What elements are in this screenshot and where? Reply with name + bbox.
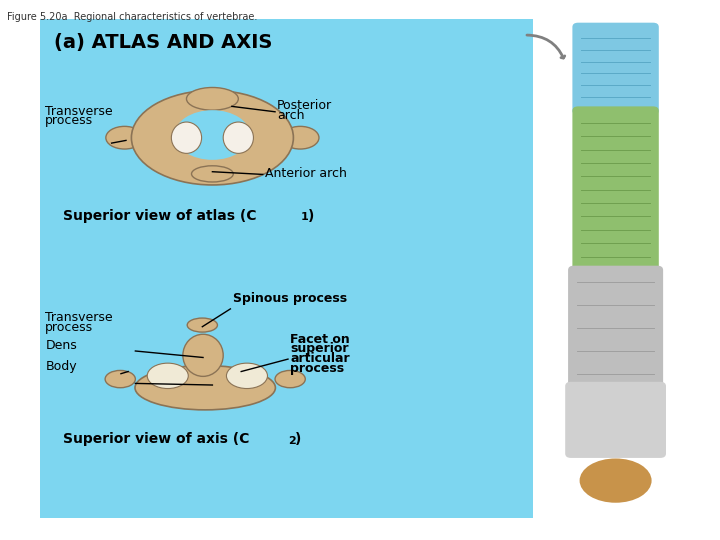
Text: 1: 1 [301, 212, 309, 222]
Ellipse shape [183, 334, 223, 376]
FancyBboxPatch shape [572, 106, 659, 274]
Text: Superior view of atlas (C: Superior view of atlas (C [63, 209, 257, 223]
Ellipse shape [226, 363, 268, 389]
Text: arch: arch [277, 109, 305, 122]
Ellipse shape [192, 166, 233, 182]
Ellipse shape [186, 87, 238, 110]
Text: Body: Body [45, 360, 77, 373]
Text: Dens: Dens [45, 339, 77, 352]
Text: ): ) [295, 432, 302, 446]
Ellipse shape [187, 318, 217, 332]
Text: superior: superior [290, 342, 348, 355]
Ellipse shape [135, 366, 275, 410]
Ellipse shape [106, 126, 143, 149]
Text: Facet on: Facet on [290, 333, 350, 346]
Ellipse shape [275, 370, 305, 388]
FancyBboxPatch shape [572, 23, 659, 115]
Text: Transverse: Transverse [45, 311, 113, 324]
Text: Transverse: Transverse [45, 105, 113, 118]
Text: Figure 5.20a  Regional characteristics of vertebrae.: Figure 5.20a Regional characteristics of… [7, 12, 258, 22]
FancyBboxPatch shape [40, 19, 533, 518]
Ellipse shape [171, 122, 202, 153]
Text: Superior view of axis (C: Superior view of axis (C [63, 432, 250, 446]
Ellipse shape [174, 110, 251, 160]
Ellipse shape [580, 458, 652, 503]
Ellipse shape [282, 126, 319, 149]
Text: process: process [45, 114, 94, 127]
FancyBboxPatch shape [568, 266, 663, 390]
Ellipse shape [223, 122, 253, 153]
Ellipse shape [131, 90, 294, 185]
Ellipse shape [147, 363, 189, 389]
Text: ): ) [308, 209, 315, 223]
Text: process: process [290, 362, 344, 375]
Text: 2: 2 [288, 436, 296, 446]
Text: articular: articular [290, 352, 350, 365]
Text: process: process [45, 321, 94, 334]
Text: Anterior arch: Anterior arch [265, 167, 347, 180]
Text: (a) ATLAS AND AXIS: (a) ATLAS AND AXIS [54, 33, 272, 52]
FancyBboxPatch shape [565, 382, 666, 458]
Ellipse shape [105, 370, 135, 388]
Text: Posterior: Posterior [277, 99, 333, 112]
Text: Spinous process: Spinous process [233, 292, 347, 305]
